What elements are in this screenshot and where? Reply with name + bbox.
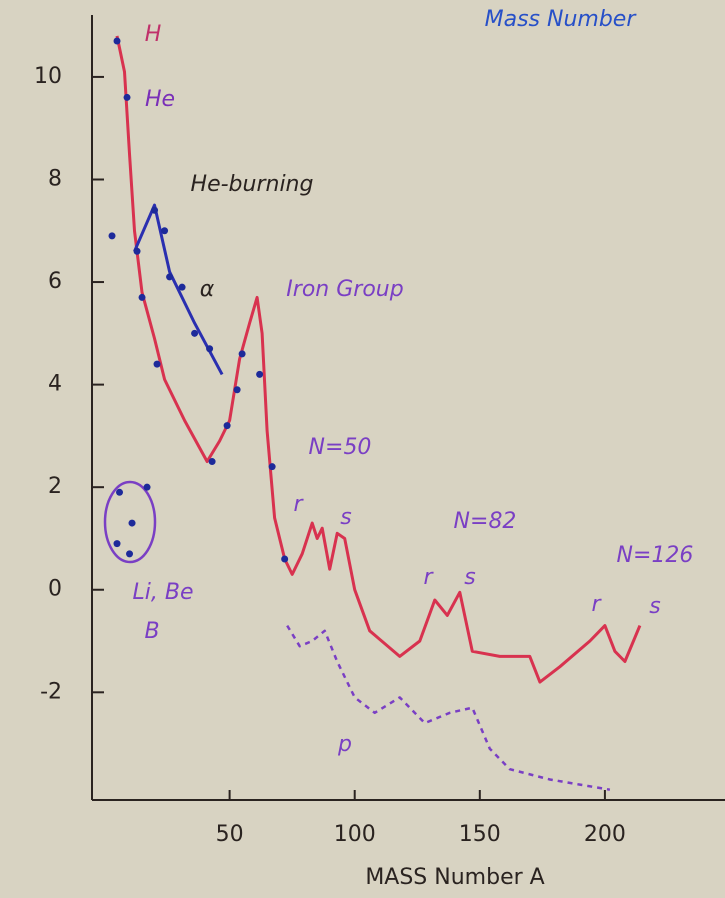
y-tick-label: 4 xyxy=(48,372,62,397)
annotation: s xyxy=(649,594,660,619)
data-point xyxy=(209,458,216,465)
data-point xyxy=(114,38,121,45)
annotation: H xyxy=(145,22,162,47)
y-tick-label: 10 xyxy=(34,64,62,89)
data-point xyxy=(234,386,241,393)
data-point xyxy=(139,294,146,301)
data-point xyxy=(206,345,213,352)
chart: Mass Number MASS Number A 10 8 6 4 2 0 -2 50 100… xyxy=(0,0,725,898)
annotation: N=50 xyxy=(309,435,372,460)
annotation: He-burning xyxy=(191,172,314,197)
data-point xyxy=(269,463,276,470)
annotation: Li, Be xyxy=(133,580,194,605)
annotation: Iron Group xyxy=(286,277,403,302)
y-tick-label: 0 xyxy=(48,577,62,602)
annotation: s xyxy=(340,505,351,530)
y-tick-label: 6 xyxy=(48,269,62,294)
annotation: N=82 xyxy=(454,509,517,534)
data-point xyxy=(239,350,246,357)
data-point xyxy=(224,422,231,429)
x-axis-label: MASS Number A xyxy=(365,865,544,890)
data-point xyxy=(134,248,141,255)
data-point xyxy=(109,232,116,239)
data-point xyxy=(126,550,133,557)
data-point xyxy=(124,94,131,101)
annotation: He xyxy=(145,87,175,112)
data-point xyxy=(191,330,198,337)
x-tick-label: 50 xyxy=(216,822,244,847)
y-tick-label: -2 xyxy=(40,679,62,704)
data-point xyxy=(129,520,136,527)
data-point xyxy=(179,284,186,291)
x-tick-label: 150 xyxy=(459,822,501,847)
annotation: α xyxy=(200,277,215,302)
data-point xyxy=(151,207,158,214)
data-point xyxy=(144,484,151,491)
data-point xyxy=(161,227,168,234)
data-point xyxy=(116,489,123,496)
data-point xyxy=(114,540,121,547)
data-point xyxy=(256,371,263,378)
annotation: B xyxy=(144,619,159,644)
annotation: N=126 xyxy=(617,543,694,568)
y-tick-label: 2 xyxy=(48,474,62,499)
annotation: p xyxy=(337,732,352,757)
data-point xyxy=(166,273,173,280)
chart-title: Mass Number xyxy=(485,7,638,32)
annotation: s xyxy=(464,565,475,590)
data-point xyxy=(281,555,288,562)
x-tick-label: 200 xyxy=(584,822,626,847)
data-point xyxy=(154,361,161,368)
x-tick-label: 100 xyxy=(334,822,376,847)
y-tick-label: 8 xyxy=(48,166,62,191)
